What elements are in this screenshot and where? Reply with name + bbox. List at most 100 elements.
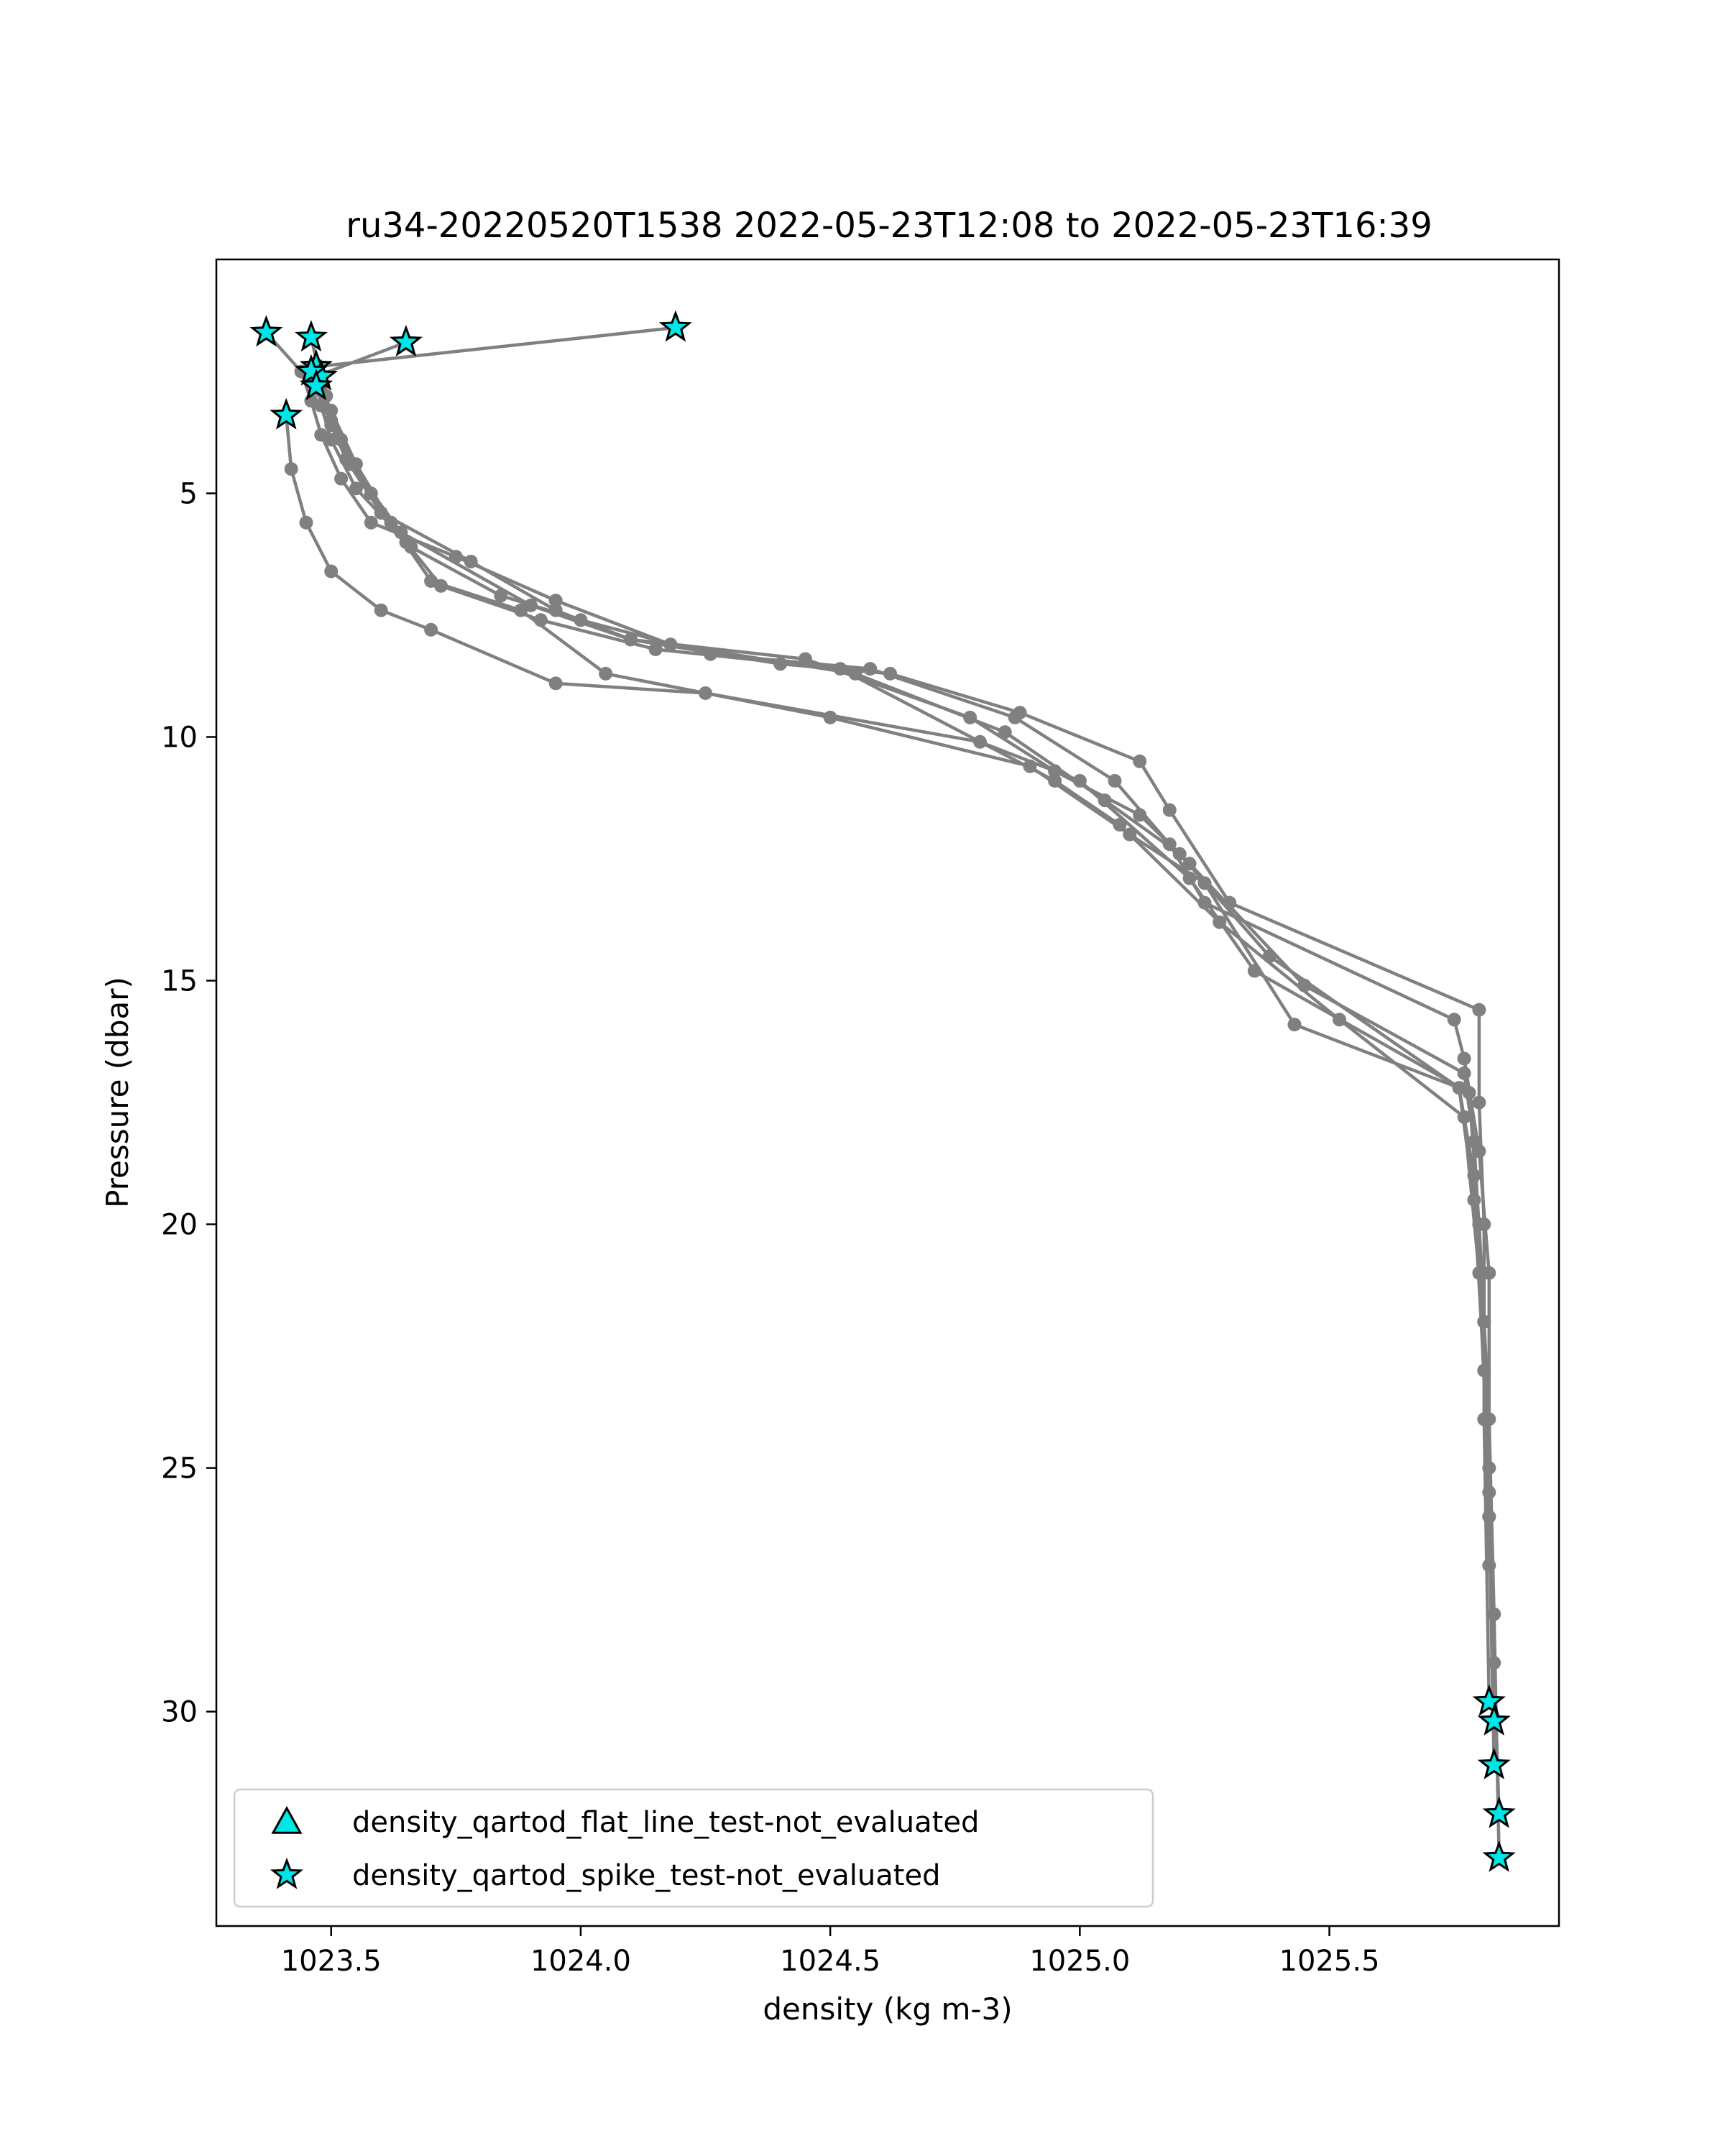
profile-point bbox=[364, 487, 378, 500]
profile-point bbox=[1098, 793, 1112, 808]
spike-flags bbox=[249, 310, 1516, 1872]
profile-point bbox=[1472, 1095, 1486, 1110]
legend-box bbox=[233, 1788, 1154, 1908]
profile-point bbox=[998, 725, 1012, 740]
profile-point bbox=[1213, 915, 1227, 929]
profile-point bbox=[434, 579, 448, 593]
legend-triangle-marker bbox=[271, 1805, 303, 1834]
x-tick-label: 1023.5 bbox=[281, 1945, 382, 1978]
profile-point bbox=[314, 428, 328, 442]
profile-point bbox=[1472, 1266, 1486, 1280]
profile-point bbox=[424, 622, 438, 637]
axes-frame bbox=[215, 258, 1560, 1927]
y-tick-label: 15 bbox=[161, 965, 198, 998]
profile-point bbox=[1333, 1013, 1346, 1027]
legend-star-marker bbox=[270, 1857, 304, 1889]
y-axis-label: Pressure (dbar) bbox=[100, 977, 135, 1208]
spike-flag-marker bbox=[1477, 1747, 1511, 1779]
profile-point bbox=[1108, 774, 1122, 788]
profile-point bbox=[1457, 1051, 1471, 1066]
spike-flag-marker bbox=[1482, 1840, 1516, 1872]
profile-point bbox=[548, 594, 563, 608]
spike-flag-marker bbox=[658, 310, 692, 342]
profile-point bbox=[863, 662, 878, 676]
spike-flag-marker bbox=[1472, 1684, 1506, 1716]
profile-line bbox=[314, 375, 1491, 1566]
profile-point bbox=[1487, 1607, 1501, 1621]
profile-6 bbox=[309, 369, 1496, 1572]
profile-line bbox=[309, 337, 1496, 1766]
profile-line bbox=[319, 390, 1491, 1493]
profile-point bbox=[833, 662, 847, 676]
profile-1 bbox=[309, 321, 1496, 1709]
profile-point bbox=[399, 535, 413, 549]
spike-flag-marker bbox=[1482, 1796, 1516, 1828]
x-tick-label: 1024.0 bbox=[530, 1945, 631, 1978]
profile-point bbox=[1008, 710, 1022, 724]
x-axis-label: density (kg m-3) bbox=[763, 1991, 1012, 2027]
profile-line bbox=[314, 326, 1491, 1703]
spike-flag-marker bbox=[249, 315, 283, 347]
y-tick-label: 25 bbox=[161, 1452, 198, 1485]
profile-point bbox=[1172, 847, 1187, 861]
profile-point bbox=[448, 550, 463, 564]
spike-flag-marker bbox=[1477, 1703, 1511, 1736]
x-tick-label: 1025.5 bbox=[1279, 1945, 1380, 1978]
profile-point bbox=[1162, 803, 1177, 817]
profile-2 bbox=[309, 335, 1501, 1728]
spike-flag-marker bbox=[294, 354, 328, 386]
x-tick-label: 1024.5 bbox=[780, 1945, 880, 1978]
y-axis: 5 10 15 20 25 30 bbox=[161, 477, 216, 1729]
profile-point bbox=[1482, 1485, 1496, 1499]
y-tick-label: 20 bbox=[161, 1209, 198, 1242]
profile-point bbox=[324, 564, 339, 579]
profile-point bbox=[1457, 1066, 1471, 1080]
x-tick-label: 1025.0 bbox=[1029, 1945, 1130, 1978]
profile-point bbox=[284, 462, 298, 476]
profile-point bbox=[599, 666, 613, 681]
y-tick-label: 30 bbox=[161, 1696, 198, 1729]
profile-point bbox=[374, 603, 388, 617]
profile-point bbox=[1133, 754, 1147, 768]
profile-point bbox=[1457, 1110, 1471, 1124]
profile-point bbox=[1048, 774, 1062, 788]
spike-flag-marker bbox=[294, 320, 328, 352]
legend-item-1: density_qartod_flat_line_test-not_evalua… bbox=[271, 1805, 979, 1839]
profile-point bbox=[663, 637, 678, 652]
legend-label: density_qartod_flat_line_test-not_evalua… bbox=[352, 1806, 979, 1839]
y-tick-label: 10 bbox=[161, 722, 198, 755]
profile-5 bbox=[279, 408, 1506, 1865]
profile-point bbox=[349, 482, 363, 496]
profile-point bbox=[334, 471, 349, 486]
profile-point bbox=[334, 433, 349, 447]
legend-item-2: density_qartod_spike_test-not_evaluated bbox=[270, 1857, 940, 1892]
profile-point bbox=[1482, 1558, 1496, 1572]
profile-point bbox=[1197, 876, 1212, 890]
spike-flag-marker bbox=[299, 369, 333, 400]
profile-point bbox=[299, 515, 313, 530]
profile-point bbox=[1472, 1003, 1486, 1017]
y-tick-label: 5 bbox=[180, 477, 198, 510]
profile-point bbox=[1452, 1081, 1466, 1095]
plot-area bbox=[249, 310, 1516, 1872]
profile-point bbox=[364, 515, 378, 530]
profile-line bbox=[284, 415, 1501, 1858]
profile-point bbox=[1287, 1018, 1302, 1032]
spike-flag-marker bbox=[270, 397, 303, 430]
profile-point bbox=[1447, 1013, 1461, 1027]
chart-title: ru34-20220520T1538 2022-05-23T12:08 to 2… bbox=[346, 206, 1432, 246]
profile-point bbox=[533, 613, 548, 627]
profile-point bbox=[648, 642, 663, 656]
legend: density_qartod_flat_line_test-not_evalua… bbox=[233, 1788, 1154, 1908]
profile-point bbox=[798, 652, 812, 666]
spike-flag-marker bbox=[389, 325, 423, 356]
profile-3 bbox=[304, 331, 1501, 1772]
profile-point bbox=[823, 710, 837, 724]
x-axis: 1023.5 1024.0 1024.5 1025.0 1025.5 bbox=[281, 1926, 1380, 1978]
profile-point bbox=[548, 676, 563, 691]
profile-point bbox=[1482, 1266, 1496, 1280]
profile-point bbox=[1072, 774, 1087, 788]
profile-point bbox=[1133, 808, 1147, 822]
legend-label: density_qartod_spike_test-not_evaluated bbox=[352, 1859, 940, 1892]
